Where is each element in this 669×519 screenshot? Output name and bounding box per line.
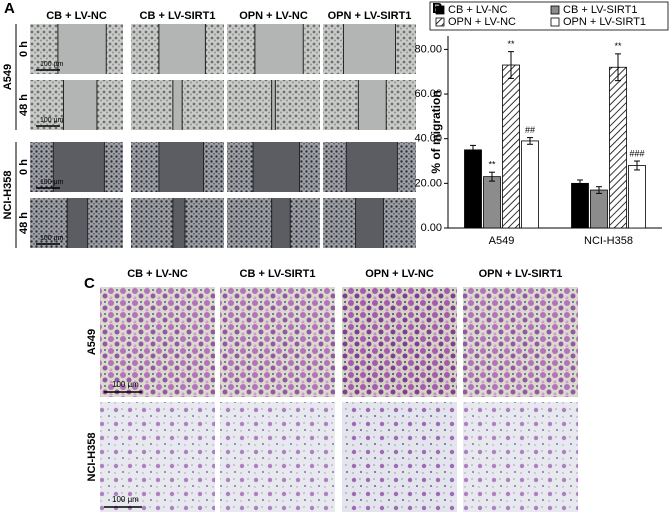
scratch-gap [67, 198, 88, 248]
column-header: CB + LV-NC [127, 268, 188, 280]
legend-swatch [550, 17, 560, 27]
micrograph [342, 402, 457, 512]
scale-bar-label: 100 µm [112, 495, 139, 504]
micrograph [342, 287, 457, 397]
time-label: 0 h [18, 41, 30, 57]
micrograph [100, 287, 215, 397]
scratch-gap [254, 24, 304, 74]
column-header: OPN + LV-NC [365, 268, 434, 280]
scale-bar-label: 100 µm [40, 117, 64, 124]
significance-label: ## [525, 125, 535, 135]
micrograph [463, 287, 578, 397]
y-axis-label: % of migration [429, 90, 443, 173]
y-tick-label: 40.00 [414, 133, 442, 145]
scratch-gap [253, 142, 300, 192]
legend-swatch [435, 5, 445, 15]
legend-box [429, 1, 669, 31]
bar [609, 66, 627, 229]
legend-label: OPN + LV-NC [448, 16, 516, 28]
scale-bar-label: 100 µm [40, 179, 64, 186]
column-header: OPN + LV-NC [239, 10, 308, 22]
column-header: CB + LV-NC [46, 10, 107, 22]
cell-line-label: NCI-H358 [2, 171, 14, 220]
significance-label: ** [507, 39, 515, 49]
scratch-gap [358, 80, 387, 130]
panel-label: A [4, 0, 15, 17]
x-tick-label: NCI-H358 [584, 235, 633, 247]
y-tick-label: 20.00 [414, 177, 442, 189]
bar [590, 189, 608, 229]
scratch-gap [63, 80, 97, 130]
legend-label: OPN + LV-SIRT1 [563, 16, 646, 28]
row-label: A549 [86, 329, 98, 355]
significance-label: ### [629, 148, 644, 158]
scale-bar-label: 100 µm [40, 235, 64, 242]
scratch-gap [355, 198, 384, 248]
scratch-gap [57, 24, 107, 74]
x-tick-label: A549 [489, 235, 515, 247]
column-header: OPN + LV-SIRT1 [479, 268, 563, 280]
y-tick-label: 80.00 [414, 43, 442, 55]
bar [464, 149, 482, 229]
y-tick-label: 60.00 [414, 88, 442, 100]
scratch-gap [343, 24, 396, 74]
bar [628, 165, 646, 229]
scratch-gap [172, 198, 185, 248]
scratch-gap [158, 24, 206, 74]
scratch-gap [346, 142, 398, 192]
column-header: CB + LV-SIRT1 [140, 10, 216, 22]
micrograph [220, 287, 335, 397]
scratch-gap [271, 80, 276, 130]
bar [502, 64, 520, 229]
micrograph [463, 402, 578, 512]
scratch-gap [172, 80, 183, 130]
scale-bar-label: 100 µm [112, 380, 139, 389]
micrograph [220, 402, 335, 512]
panel-label: C [84, 275, 95, 292]
scale-bar-label: 100 µm [40, 61, 64, 68]
time-label: 48 h [18, 94, 30, 116]
scratch-gap [158, 142, 204, 192]
legend-label: CB + LV-SIRT1 [563, 4, 638, 16]
column-header: CB + LV-SIRT1 [240, 268, 316, 280]
y-tick-label: 0.00 [421, 222, 442, 234]
time-label: 0 h [18, 159, 30, 175]
significance-label: ** [614, 41, 622, 51]
column-header: OPN + LV-SIRT1 [328, 10, 412, 22]
scratch-gap [53, 142, 105, 192]
bar [571, 182, 589, 229]
scratch-gap [271, 198, 291, 248]
bar [521, 140, 539, 229]
legend-swatch [435, 17, 445, 27]
row-label: NCI-H358 [86, 433, 98, 482]
cell-line-label: A549 [2, 64, 14, 90]
significance-label: ** [488, 160, 496, 170]
legend-swatch [550, 5, 560, 15]
bar [483, 176, 501, 229]
micrograph [100, 402, 215, 512]
legend-label: CB + LV-NC [448, 4, 507, 16]
time-label: 48 h [18, 212, 30, 234]
